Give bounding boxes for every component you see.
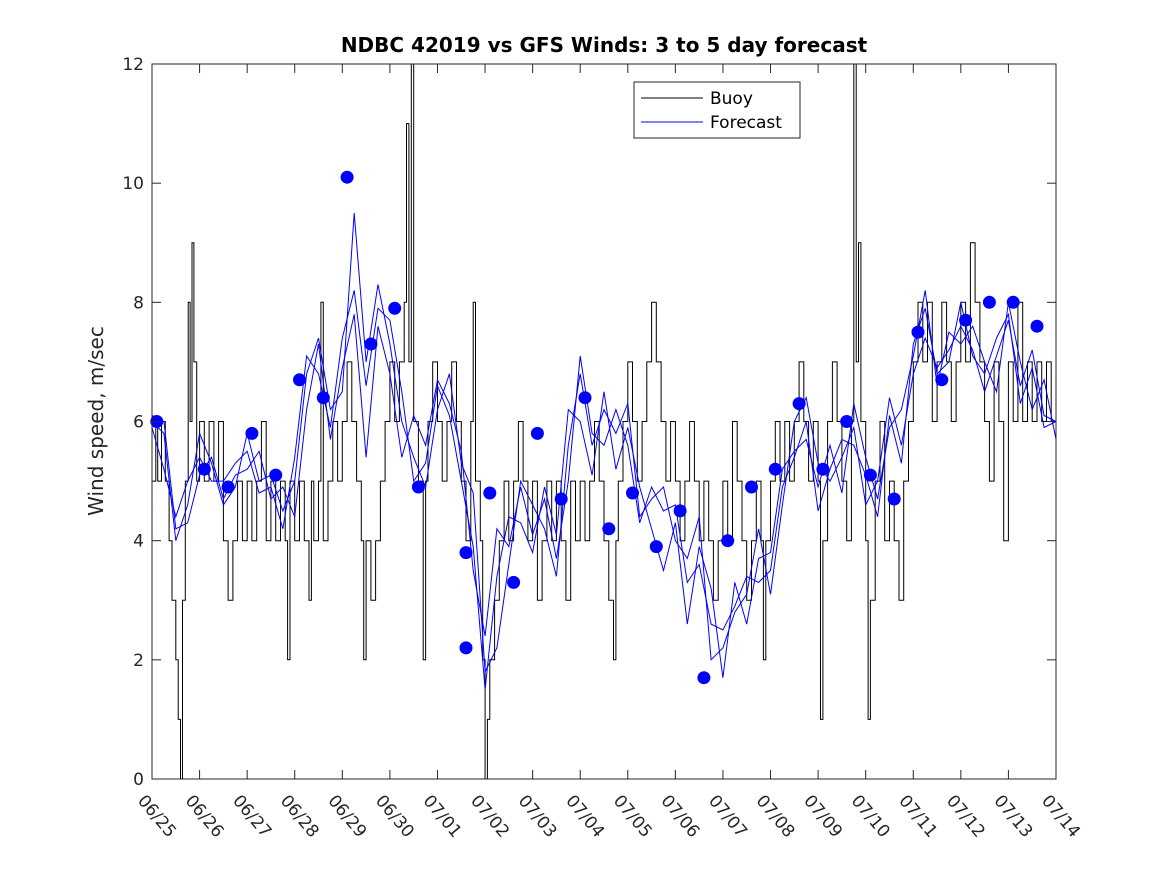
legend-box <box>633 81 801 139</box>
forecast-marker <box>459 641 473 655</box>
forecast-series <box>151 212 1057 690</box>
forecast-marker <box>816 462 830 476</box>
forecast-marker <box>911 325 925 339</box>
forecast-marker <box>269 468 283 482</box>
forecast-line-3 <box>151 302 1057 637</box>
forecast-marker <box>887 492 901 506</box>
forecast-marker <box>197 462 211 476</box>
forecast-markers <box>150 170 1044 685</box>
y-tick-label: 10 <box>122 174 144 194</box>
chart-title: NDBC 42019 vs GFS Winds: 3 to 5 day fore… <box>341 33 868 57</box>
forecast-marker <box>245 426 259 440</box>
forecast-marker <box>293 373 306 387</box>
forecast-marker <box>982 295 996 309</box>
forecast-marker <box>697 671 711 685</box>
forecast-marker <box>364 337 378 351</box>
y-tick-label: 0 <box>133 770 144 790</box>
forecast-marker <box>459 546 473 560</box>
legend: Buoy Forecast <box>633 81 801 139</box>
buoy-series <box>152 63 1056 780</box>
forecast-marker <box>792 397 806 411</box>
forecast-marker <box>768 462 782 476</box>
buoy-line <box>152 63 1056 780</box>
y-axis-label: Wind speed, m/sec <box>84 326 108 516</box>
y-tick-label: 6 <box>133 413 144 433</box>
forecast-marker <box>507 575 521 589</box>
forecast-marker <box>578 391 592 405</box>
forecast-marker <box>530 426 544 440</box>
forecast-marker <box>340 170 354 184</box>
forecast-marker <box>626 486 639 500</box>
legend-label-forecast: Forecast <box>710 113 782 133</box>
forecast-marker <box>316 391 330 405</box>
plot-area <box>152 64 1056 779</box>
forecast-marker <box>649 540 663 554</box>
forecast-marker <box>745 480 758 494</box>
forecast-marker <box>935 373 949 387</box>
y-tick-label: 12 <box>122 55 144 75</box>
forecast-marker <box>1030 319 1044 333</box>
forecast-marker <box>863 468 877 482</box>
forecast-marker <box>721 534 735 548</box>
y-tick-label: 4 <box>133 532 144 552</box>
forecast-marker <box>673 504 687 518</box>
forecast-marker <box>388 301 402 315</box>
legend-label-buoy: Buoy <box>710 89 753 109</box>
forecast-marker <box>483 486 497 500</box>
y-tick-label: 8 <box>133 293 144 313</box>
forecast-marker <box>959 313 973 327</box>
forecast-marker <box>411 480 425 494</box>
y-tick-label: 2 <box>133 651 144 671</box>
forecast-marker <box>840 415 854 428</box>
forecast-line-2 <box>151 290 1057 690</box>
forecast-marker <box>221 480 235 494</box>
forecast-marker <box>554 492 568 506</box>
forecast-marker <box>602 522 616 536</box>
forecast-marker <box>1006 295 1020 309</box>
